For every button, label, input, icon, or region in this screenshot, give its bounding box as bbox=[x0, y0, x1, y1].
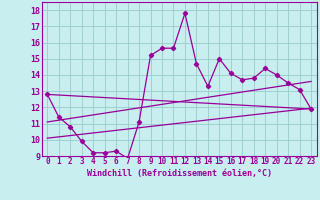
X-axis label: Windchill (Refroidissement éolien,°C): Windchill (Refroidissement éolien,°C) bbox=[87, 169, 272, 178]
